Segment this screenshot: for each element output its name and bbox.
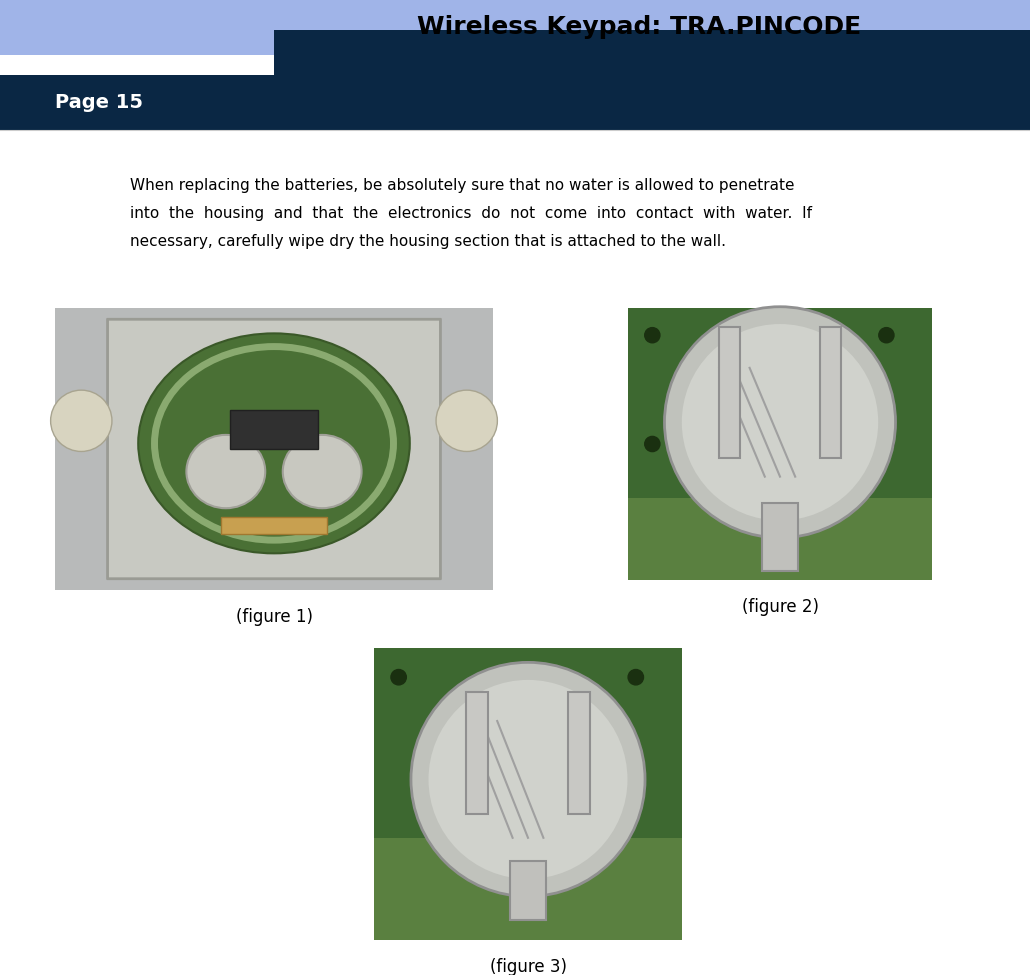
Bar xyxy=(628,308,932,580)
Text: Page 15: Page 15 xyxy=(55,93,143,112)
Circle shape xyxy=(879,437,894,451)
Bar xyxy=(820,327,840,457)
Text: into  the  housing  and  that  the  electronics  do  not  come  into  contact  w: into the housing and that the electronic… xyxy=(130,206,812,221)
Bar xyxy=(0,75,1030,130)
Bar xyxy=(374,648,682,940)
Text: (figure 2): (figure 2) xyxy=(742,598,819,616)
Bar xyxy=(568,692,589,814)
Circle shape xyxy=(628,670,644,684)
Ellipse shape xyxy=(186,435,266,508)
Circle shape xyxy=(50,390,112,451)
Bar xyxy=(467,692,488,814)
Text: When replacing the batteries, be absolutely sure that no water is allowed to pen: When replacing the batteries, be absolut… xyxy=(130,178,794,193)
Circle shape xyxy=(645,328,660,343)
Bar xyxy=(510,861,547,919)
Bar xyxy=(221,517,327,533)
Circle shape xyxy=(411,662,645,896)
Circle shape xyxy=(428,680,627,878)
Text: (figure 1): (figure 1) xyxy=(236,608,312,626)
Text: (figure 3): (figure 3) xyxy=(489,958,567,975)
Ellipse shape xyxy=(138,333,410,554)
Circle shape xyxy=(682,324,879,521)
Circle shape xyxy=(879,328,894,343)
Text: necessary, carefully wipe dry the housing section that is attached to the wall.: necessary, carefully wipe dry the housin… xyxy=(130,234,726,249)
Circle shape xyxy=(391,670,407,684)
Bar xyxy=(55,308,493,590)
Bar xyxy=(719,327,741,457)
Ellipse shape xyxy=(283,435,362,508)
Circle shape xyxy=(436,390,497,451)
Bar xyxy=(0,0,1030,55)
Bar xyxy=(374,838,682,940)
Bar xyxy=(274,30,1030,75)
Circle shape xyxy=(664,307,895,538)
Text: Wireless Keypad: TRA.PINCODE: Wireless Keypad: TRA.PINCODE xyxy=(416,15,861,39)
Bar xyxy=(628,498,932,580)
Bar xyxy=(762,503,798,571)
FancyBboxPatch shape xyxy=(107,319,441,579)
Bar xyxy=(230,410,318,449)
Circle shape xyxy=(645,437,660,451)
